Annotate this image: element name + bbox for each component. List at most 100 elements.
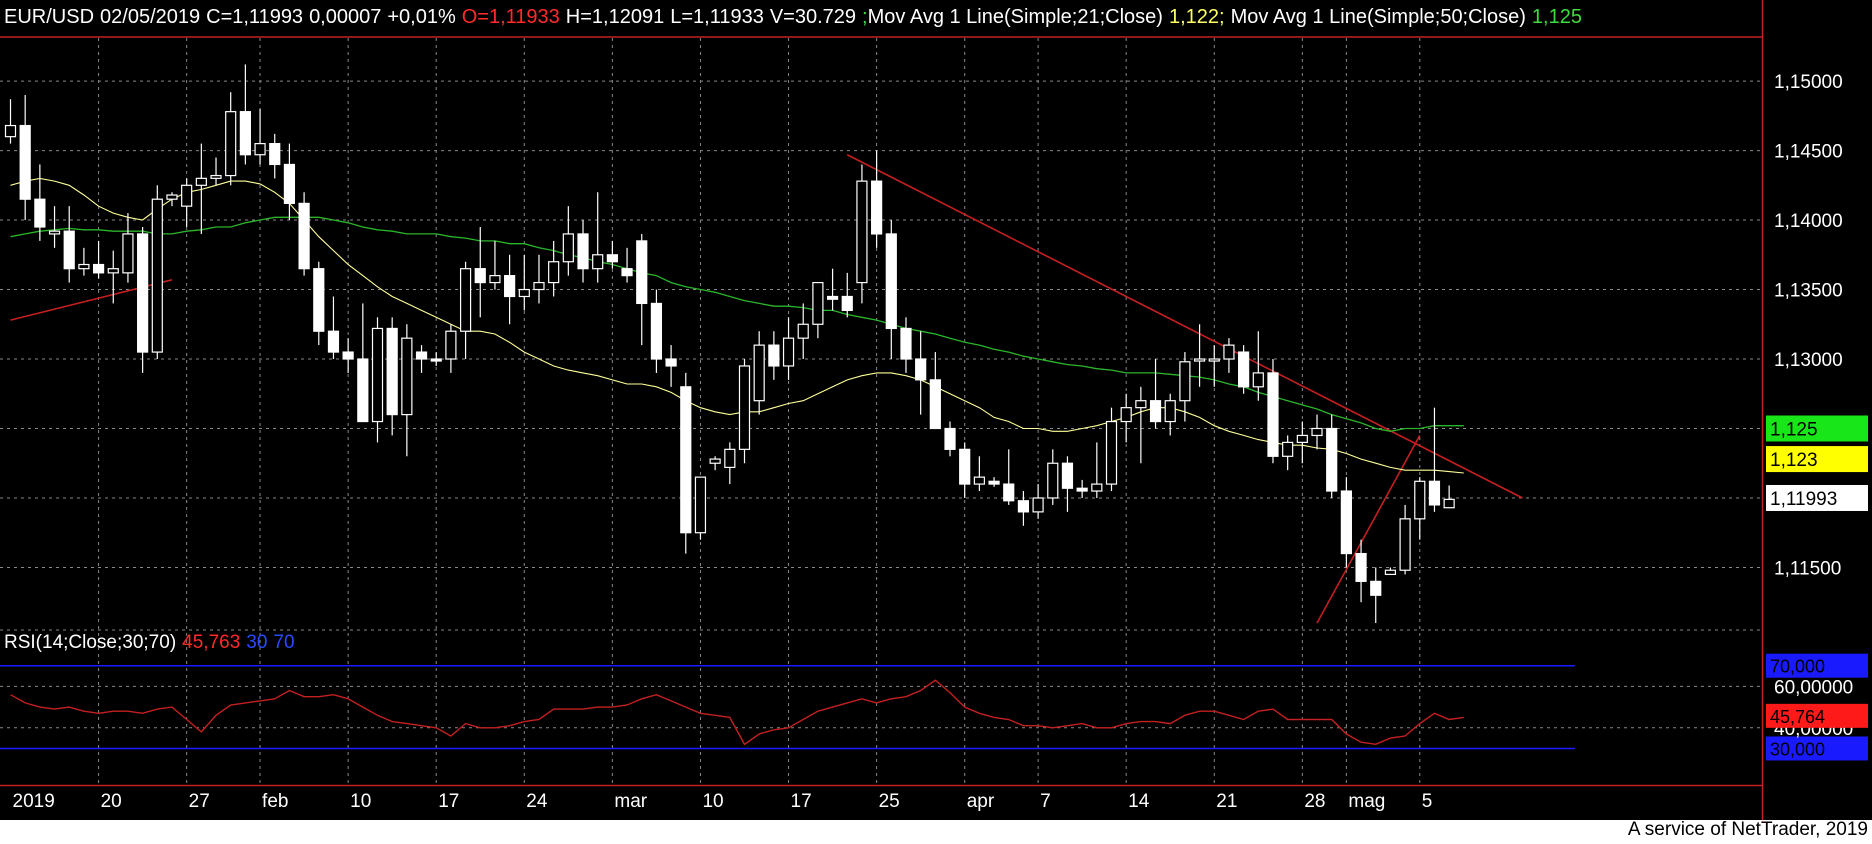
candle-body (988, 480, 1000, 485)
candle-body (107, 268, 119, 274)
chart-header: EUR/USD 02/05/2019 C=1,11993 0,00007 +0,01% O… (4, 6, 1588, 29)
candle-body (1414, 480, 1426, 520)
candle-body (4, 124, 17, 138)
candle-body (1267, 372, 1279, 457)
change-pct: +0,01% (387, 6, 456, 28)
candle-body (92, 263, 105, 274)
candle-body (885, 233, 897, 330)
candle-body (1311, 427, 1323, 437)
candle-body (195, 177, 207, 186)
candle-body (151, 198, 163, 353)
candle-body (680, 386, 692, 534)
price-tick-label: 1,14000 (1774, 211, 1843, 232)
price-tick-label: 1,13000 (1774, 350, 1843, 371)
candle-body (812, 281, 824, 325)
candle-body (973, 476, 985, 485)
candle-body (1149, 400, 1162, 423)
footer-credit: A service of NetTrader, 2019 (1627, 819, 1868, 840)
price-tick-label: 1,11500 (1774, 558, 1841, 579)
candle-body (19, 124, 31, 200)
price-badge-label: 1,11993 (1770, 489, 1837, 510)
grid (0, 0, 1764, 820)
candle-body (166, 194, 178, 200)
candle-body (826, 295, 839, 300)
candle-body (1164, 400, 1176, 423)
candle-body (738, 365, 751, 450)
rsi-value: 45,763 (182, 632, 241, 653)
price-badge (1766, 484, 1868, 511)
rsi-high-level: 70 (273, 632, 295, 653)
candle-body (1120, 407, 1132, 423)
candle-body (1340, 490, 1352, 555)
rsi-label: RSI(14;Close;30;70) (4, 632, 177, 653)
ma50-value: 1,125 (1531, 6, 1582, 28)
candle-body (753, 344, 765, 402)
candle-body (1282, 441, 1294, 457)
candle-body (1208, 358, 1220, 362)
candle-body (636, 240, 648, 305)
trendline (1316, 435, 1421, 624)
candle-body (210, 174, 222, 179)
time-tick-label: mar (614, 791, 647, 812)
candle-body (357, 358, 369, 423)
change-value: 0,00007 (309, 6, 382, 28)
candle-body (489, 275, 501, 284)
trendline (846, 154, 1523, 499)
low-value: L=1,11933 (670, 6, 764, 28)
candle-body (298, 202, 310, 270)
candle-body (459, 268, 472, 332)
high-value: H=1,12091 (565, 6, 665, 28)
candle-body (1296, 434, 1308, 443)
time-tick-label: 10 (350, 791, 371, 812)
price-tick-label: 1,14500 (1774, 142, 1843, 163)
price-badge (1766, 446, 1868, 473)
candle-body (386, 327, 398, 416)
rsi-header: RSI(14;Close;30;70) 45,763 30 70 (4, 632, 301, 654)
close-value: C=1,11993 (206, 6, 304, 28)
candle-body (959, 448, 971, 485)
candle-body (1076, 487, 1088, 492)
time-tick-label: apr (967, 791, 995, 812)
candle-body (915, 358, 927, 381)
rsi-value-badge (1766, 703, 1868, 728)
time-tick-label: 17 (438, 791, 459, 812)
price-badges: 1,125 1,123 1,11993 (1766, 415, 1868, 511)
candle-body (871, 180, 883, 235)
ma21-line (10, 177, 1464, 474)
candle-body (371, 327, 384, 423)
candle-body (1326, 427, 1338, 492)
candle-body (1355, 552, 1367, 582)
candle-body (1047, 462, 1059, 499)
candle-body (562, 233, 574, 263)
candle-body (606, 254, 618, 263)
candle-body (504, 275, 516, 298)
candle-body (856, 180, 868, 284)
candle-body (269, 143, 281, 166)
candle-body (1252, 372, 1264, 388)
candle-body (929, 379, 941, 430)
candle-body (122, 233, 134, 274)
time-tick-label: 17 (791, 791, 812, 812)
time-tick-label: 7 (1040, 791, 1051, 812)
rsi-level-badge (1766, 736, 1868, 761)
candle-body (1179, 361, 1191, 402)
time-tick-label: 28 (1304, 791, 1325, 812)
candle-body (1091, 483, 1103, 492)
candle-body (1105, 420, 1118, 485)
separator: ; (862, 6, 868, 28)
candle-body (63, 230, 75, 270)
candle-body (401, 337, 413, 416)
candle-body (181, 184, 193, 207)
time-tick-label: 21 (1216, 791, 1237, 812)
candle-body (342, 351, 354, 360)
candle-body (533, 281, 545, 291)
candle-body (577, 233, 589, 270)
time-tick-label: 2019 (13, 791, 55, 812)
time-tick-label: 14 (1128, 791, 1150, 812)
candle-body (518, 288, 530, 298)
ma50-label: Mov Avg 1 Line(Simple;50;Close) (1230, 6, 1526, 28)
candle-body (665, 358, 677, 367)
separator: ; (1219, 6, 1225, 28)
